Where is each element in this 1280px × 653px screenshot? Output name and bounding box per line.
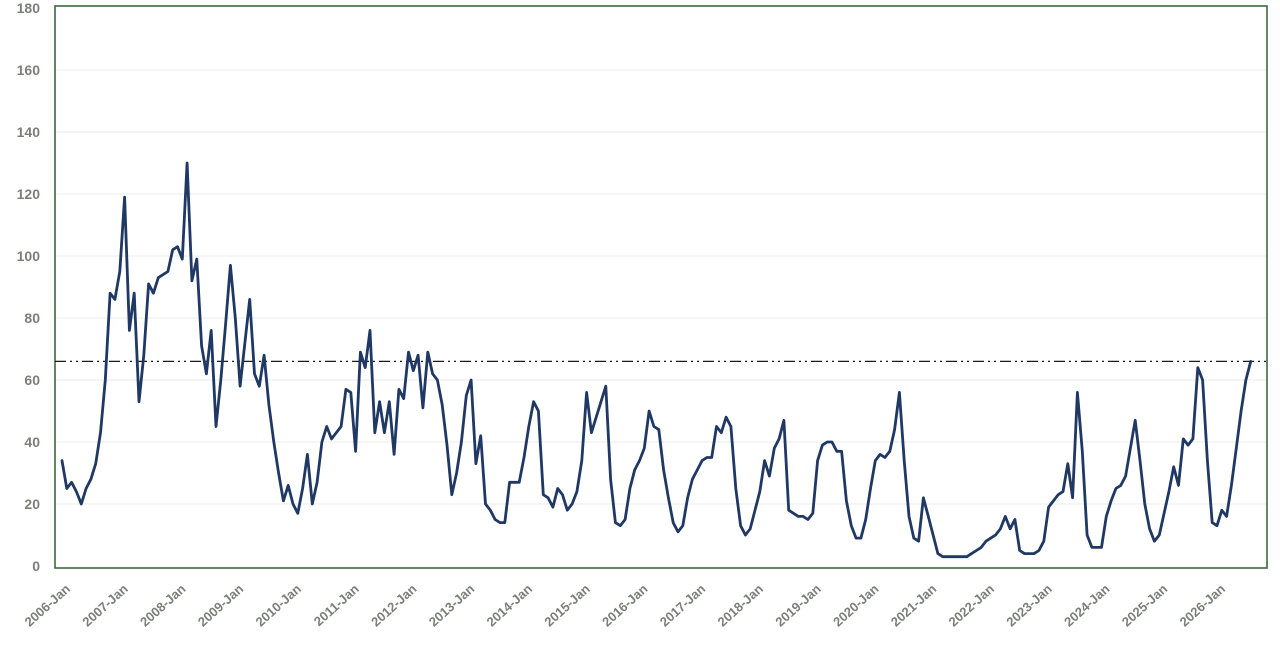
y-tick-label-40: 40 — [24, 434, 40, 450]
y-tick-label-20: 20 — [24, 496, 40, 512]
y-tick-label-120: 120 — [17, 186, 41, 202]
y-tick-label-160: 160 — [17, 62, 41, 78]
y-tick-label-60: 60 — [24, 372, 40, 388]
y-tick-label-140: 140 — [17, 124, 41, 140]
y-tick-label-100: 100 — [17, 248, 41, 264]
series-line-monthly-series — [60, 161, 1253, 559]
y-tick-label-80: 80 — [24, 310, 40, 326]
y-tick-label-0: 0 — [32, 558, 40, 574]
plot-border — [54, 5, 1268, 569]
y-tick-label-180: 180 — [17, 0, 41, 16]
